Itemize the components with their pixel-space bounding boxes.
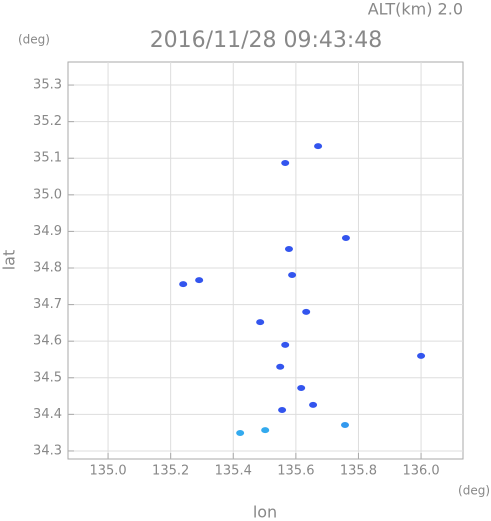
x-tick-label: 135.6 <box>277 464 314 479</box>
y-tick-label: 34.5 <box>33 370 62 385</box>
echo <box>261 427 270 434</box>
echo <box>341 421 350 428</box>
y-tick-label: 34.4 <box>33 407 62 422</box>
y-tick-label: 35.3 <box>33 78 62 93</box>
echo <box>236 430 245 437</box>
echo <box>309 401 318 408</box>
echo <box>281 341 290 348</box>
x-unit: (deg) <box>458 484 490 498</box>
echo <box>297 385 306 392</box>
echo <box>314 143 323 150</box>
x-tick-label: 135.0 <box>89 464 126 479</box>
y-tick-label: 35.1 <box>33 151 62 166</box>
y-axis-label: lat <box>0 250 19 271</box>
echo <box>281 159 290 166</box>
echo <box>276 363 285 370</box>
echo <box>179 281 188 288</box>
echo <box>256 319 265 326</box>
echo <box>284 245 293 252</box>
y-tick-label: 34.9 <box>33 224 62 239</box>
echo <box>195 277 204 284</box>
y-tick-label: 34.3 <box>33 443 62 458</box>
x-tick-label: 135.2 <box>152 464 189 479</box>
y-tick-label: 34.6 <box>33 334 62 349</box>
y-tick-label: 35.0 <box>33 187 62 202</box>
echo <box>278 406 287 413</box>
altitude-label: ALT(km) 2.0 <box>368 0 463 19</box>
y-unit: (deg) <box>18 33 50 47</box>
y-tick-label: 34.8 <box>33 261 62 276</box>
echo <box>302 308 311 315</box>
chart-title: 2016/11/28 09:43:48 <box>150 28 383 53</box>
x-tick-label: 135.4 <box>215 464 252 479</box>
echo <box>417 352 426 359</box>
plot-frame <box>67 61 464 460</box>
echo <box>288 271 297 278</box>
x-tick-label: 136.0 <box>402 464 439 479</box>
x-axis-label: lon <box>253 503 277 521</box>
y-tick-label: 35.2 <box>33 114 62 129</box>
x-tick-label: 135.8 <box>340 464 377 479</box>
y-tick-label: 34.7 <box>33 297 62 312</box>
echo <box>341 234 350 241</box>
